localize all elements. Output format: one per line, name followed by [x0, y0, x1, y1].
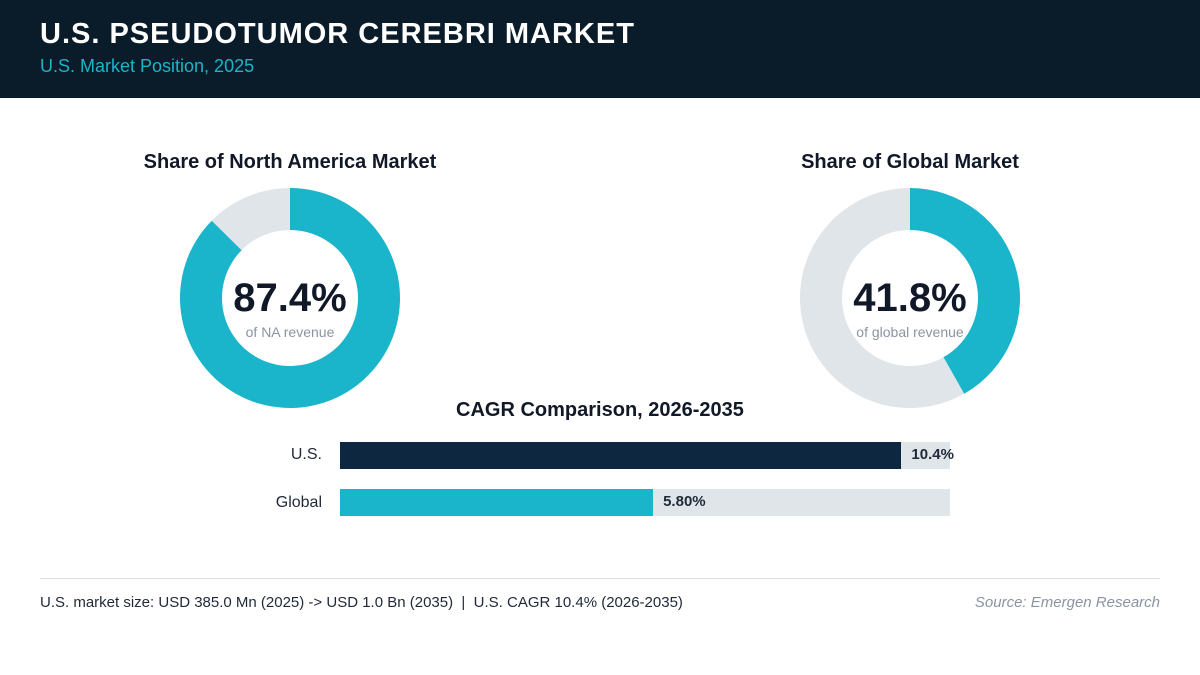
- footer-divider: [40, 578, 1160, 579]
- donut-remainder-slice: [800, 188, 965, 408]
- donut-share-slice: [910, 188, 1020, 394]
- market-size-note: U.S. market size: USD 385.0 Mn (2025) ->…: [40, 594, 683, 611]
- global-share-caption: of global revenue: [856, 324, 964, 340]
- global-share-donut-chart: [800, 188, 1020, 408]
- bar-label-us: U.S.: [290, 446, 322, 463]
- bar-global: [340, 489, 654, 516]
- source-credit: Source: Emergen Research: [974, 594, 1160, 611]
- na-share-chart-title: Share of North America Market: [143, 151, 437, 173]
- bar-track-global: 5.80%: [340, 489, 950, 516]
- bar-label-global: Global: [275, 494, 322, 511]
- na-share-value: 87.4%: [233, 276, 347, 320]
- bar-track-us: 10.4%: [340, 442, 954, 469]
- global-share-chart-title: Share of Global Market: [801, 151, 1019, 173]
- page-title: U.S. PSEUDOTUMOR CEREBRI MARKET: [40, 18, 635, 50]
- header-banner: U.S. PSEUDOTUMOR CEREBRI MARKET U.S. Mar…: [0, 0, 1200, 98]
- cagr-chart-title: CAGR Comparison, 2026-2035: [456, 399, 744, 421]
- page-subtitle: U.S. Market Position, 2025: [40, 56, 255, 76]
- na-share-donut-chart: [180, 188, 400, 408]
- global-share-value: 41.8%: [853, 276, 967, 320]
- donut-share-slice: [180, 188, 400, 408]
- bar-us: [340, 442, 902, 469]
- donut-remainder-slice: [211, 188, 290, 251]
- bar-value-us: 10.4%: [911, 446, 954, 463]
- bar-value-global: 5.80%: [663, 493, 706, 510]
- na-share-caption: of NA revenue: [245, 324, 335, 340]
